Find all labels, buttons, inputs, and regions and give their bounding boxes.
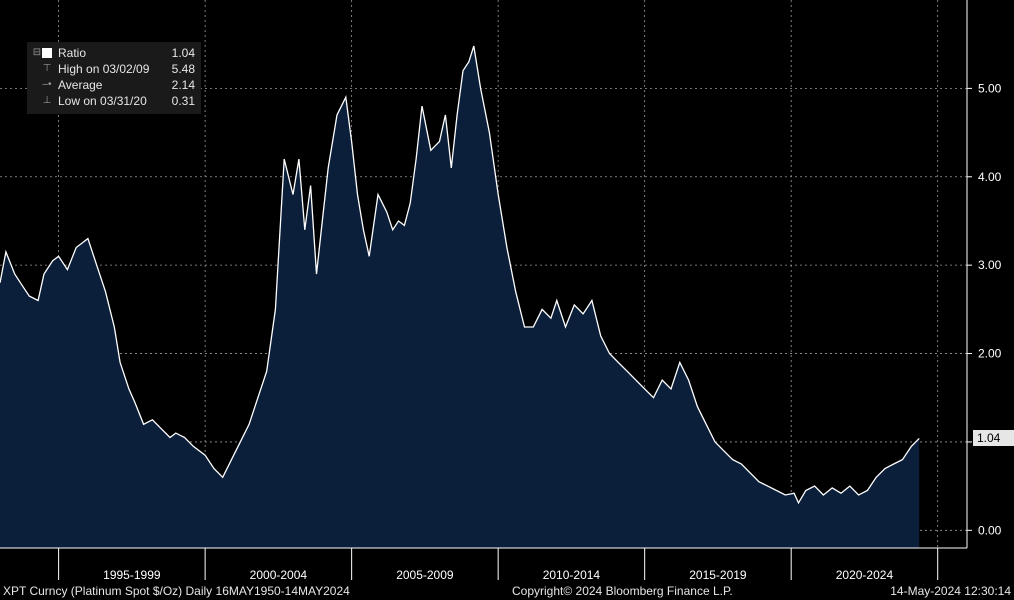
- x-period-label: 2020-2024: [836, 568, 894, 582]
- legend-item-average: –• Average 2.14: [27, 77, 201, 93]
- low-marker-icon: ⊥: [42, 95, 52, 106]
- y-tick-label: 5.00: [978, 81, 1002, 95]
- y-tick-label: 4.00: [978, 170, 1002, 184]
- legend-item-high: ⊤ High on 03/02/09 5.48: [27, 61, 201, 77]
- y-tick-labels: 0.001.002.003.004.005.00: [978, 81, 1002, 537]
- legend-value: 2.14: [171, 78, 195, 92]
- y-tick-label: 3.00: [978, 258, 1002, 272]
- y-tick-label: 0.00: [978, 523, 1002, 537]
- legend-label: Average: [58, 78, 103, 92]
- ratio-line: [0, 45, 920, 505]
- security-description: XPT Curncy (Platinum Spot $/Oz) Daily 16…: [3, 584, 350, 598]
- x-period-label: 2010-2014: [543, 568, 601, 582]
- x-period-labels: 1995-1999 2000-2004 2005-2009 2010-2014 2015…: [103, 568, 893, 582]
- high-marker-icon: ⊤: [42, 63, 52, 74]
- legend-item-low: ⊥ Low on 03/31/20 0.31: [27, 93, 201, 109]
- y-tick-label: 2.00: [978, 347, 1002, 361]
- square-swatch-icon: [42, 48, 52, 58]
- legend-label: Ratio: [58, 46, 87, 60]
- legend-label: High on 03/02/09: [58, 62, 150, 76]
- legend-item-ratio: ⊟ Ratio 1.04: [27, 45, 201, 61]
- last-value-tag: 1.04: [973, 430, 1014, 446]
- collapse-icon[interactable]: ⊟: [32, 47, 42, 58]
- legend-value: 5.48: [171, 62, 195, 76]
- timestamp-text: 14-May-2024 12:30:14: [890, 584, 1011, 598]
- legend-value: 0.31: [171, 94, 195, 108]
- x-period-label: 2000-2004: [250, 568, 308, 582]
- x-period-label: 2005-2009: [396, 568, 454, 582]
- legend-value: 1.04: [171, 46, 195, 60]
- ratio-area: [0, 46, 920, 548]
- legend-box: ⊟ Ratio 1.04 ⊤ High on 03/02/09 5.48 –• …: [27, 42, 201, 114]
- copyright-text: Copyright© 2024 Bloomberg Finance L.P.: [512, 584, 733, 598]
- axes: [0, 0, 972, 580]
- average-marker-icon: –•: [42, 79, 52, 90]
- x-period-label: 1995-1999: [103, 568, 161, 582]
- legend-label: Low on 03/31/20: [58, 94, 147, 108]
- x-period-label: 2015-2019: [689, 568, 747, 582]
